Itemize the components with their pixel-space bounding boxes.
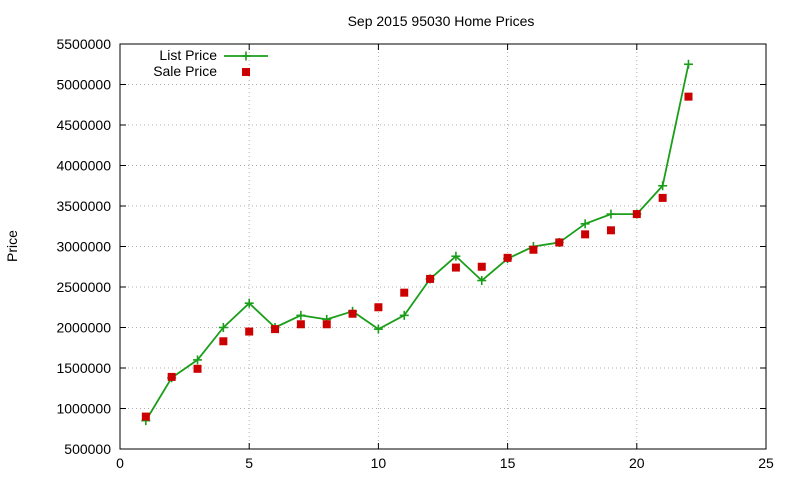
sale-price-point bbox=[477, 262, 486, 271]
list-price-point bbox=[193, 355, 203, 365]
list-price-point bbox=[580, 219, 590, 229]
x-tick-label: 5 bbox=[245, 455, 253, 471]
sale-price-point bbox=[451, 263, 460, 272]
grid bbox=[120, 44, 766, 449]
y-tick-label: 4500000 bbox=[56, 117, 111, 133]
list-price-point bbox=[477, 276, 487, 286]
x-tick-label: 0 bbox=[116, 455, 124, 471]
chart-title: Sep 2015 95030 Home Prices bbox=[348, 13, 535, 29]
legend-sample-list-price bbox=[224, 51, 268, 61]
sale-price-point bbox=[555, 238, 564, 247]
y-tick-label: 1500000 bbox=[56, 360, 111, 376]
sale-price-point bbox=[219, 337, 228, 346]
sale-price-point bbox=[167, 372, 176, 381]
y-tick-label: 1000000 bbox=[56, 401, 111, 417]
list-price-line bbox=[145, 64, 690, 422]
legend: List Price Sale Price bbox=[153, 47, 268, 79]
sale-price-point bbox=[271, 325, 280, 334]
list-price-point bbox=[244, 298, 254, 308]
y-tick-label: 5500000 bbox=[56, 36, 111, 52]
legend-plus-marker bbox=[241, 51, 251, 61]
sale-price-point bbox=[141, 412, 150, 421]
sale-price-point bbox=[193, 364, 202, 373]
sale-price-point bbox=[296, 320, 305, 329]
legend-label-sale-price: Sale Price bbox=[153, 63, 217, 79]
y-tick-label: 5000000 bbox=[56, 77, 111, 93]
x-tick-label: 10 bbox=[371, 455, 387, 471]
y-tick-label: 2500000 bbox=[56, 279, 111, 295]
sale-price-point bbox=[322, 320, 331, 329]
list-price-point bbox=[683, 59, 693, 69]
y-tick-label: 3000000 bbox=[56, 239, 111, 255]
list-price-point bbox=[451, 251, 461, 261]
y-tick-label: 4000000 bbox=[56, 158, 111, 174]
sale-price-point bbox=[245, 327, 254, 336]
legend-label-list-price: List Price bbox=[159, 47, 217, 63]
y-axis-label: Price bbox=[4, 230, 20, 262]
sale-price-point bbox=[400, 288, 409, 297]
sale-price-point bbox=[503, 253, 512, 262]
sale-price-point bbox=[529, 245, 538, 254]
sale-price-point bbox=[581, 230, 590, 239]
sale-price-point bbox=[658, 193, 667, 202]
y-tick-label: 3500000 bbox=[56, 198, 111, 214]
list-price-point bbox=[296, 310, 306, 320]
sale-price-point bbox=[348, 309, 357, 318]
legend-sample-sale-price bbox=[242, 68, 250, 76]
y-tick-label: 2000000 bbox=[56, 320, 111, 336]
list-price-point bbox=[218, 323, 228, 332]
sale-price-point bbox=[632, 210, 641, 219]
sale-price-point bbox=[426, 274, 435, 283]
y-tick-label: 500000 bbox=[64, 441, 111, 457]
x-tick-label: 20 bbox=[629, 455, 645, 471]
legend-square-marker bbox=[242, 68, 250, 76]
x-tick-label: 25 bbox=[758, 455, 774, 471]
sale-price-point bbox=[374, 303, 383, 312]
ticks: 0 5 10 15 20 25 500000 1000000 1500000 2000000 250… bbox=[56, 36, 774, 471]
x-tick-label: 15 bbox=[500, 455, 516, 471]
list-price-point bbox=[399, 310, 409, 320]
series-layer bbox=[141, 59, 693, 426]
list-price-point bbox=[606, 209, 616, 219]
list-price-point bbox=[373, 324, 383, 334]
sale-price-point bbox=[684, 92, 693, 101]
list-price-point bbox=[658, 181, 668, 191]
sale-price-point bbox=[606, 226, 615, 235]
